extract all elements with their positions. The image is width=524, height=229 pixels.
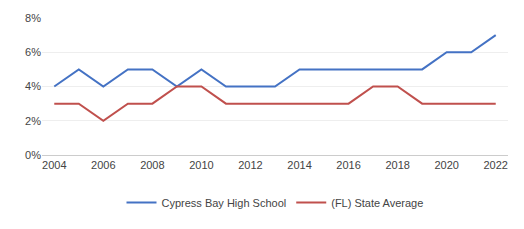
svg-text:2018: 2018: [385, 159, 409, 171]
svg-text:0%: 0%: [25, 149, 41, 161]
svg-text:2016: 2016: [336, 159, 360, 171]
svg-text:2006: 2006: [91, 159, 115, 171]
svg-text:2020: 2020: [434, 159, 458, 171]
svg-text:(FL) State Average: (FL) State Average: [331, 197, 423, 209]
svg-text:6%: 6%: [25, 46, 41, 58]
svg-text:2012: 2012: [238, 159, 262, 171]
svg-text:2%: 2%: [25, 115, 41, 127]
svg-text:2010: 2010: [189, 159, 213, 171]
svg-text:8%: 8%: [25, 12, 41, 24]
svg-text:2022: 2022: [483, 159, 507, 171]
svg-text:4%: 4%: [25, 80, 41, 92]
svg-text:Cypress Bay High School: Cypress Bay High School: [162, 197, 287, 209]
svg-text:2004: 2004: [42, 159, 66, 171]
svg-text:2008: 2008: [140, 159, 164, 171]
svg-text:2014: 2014: [287, 159, 311, 171]
